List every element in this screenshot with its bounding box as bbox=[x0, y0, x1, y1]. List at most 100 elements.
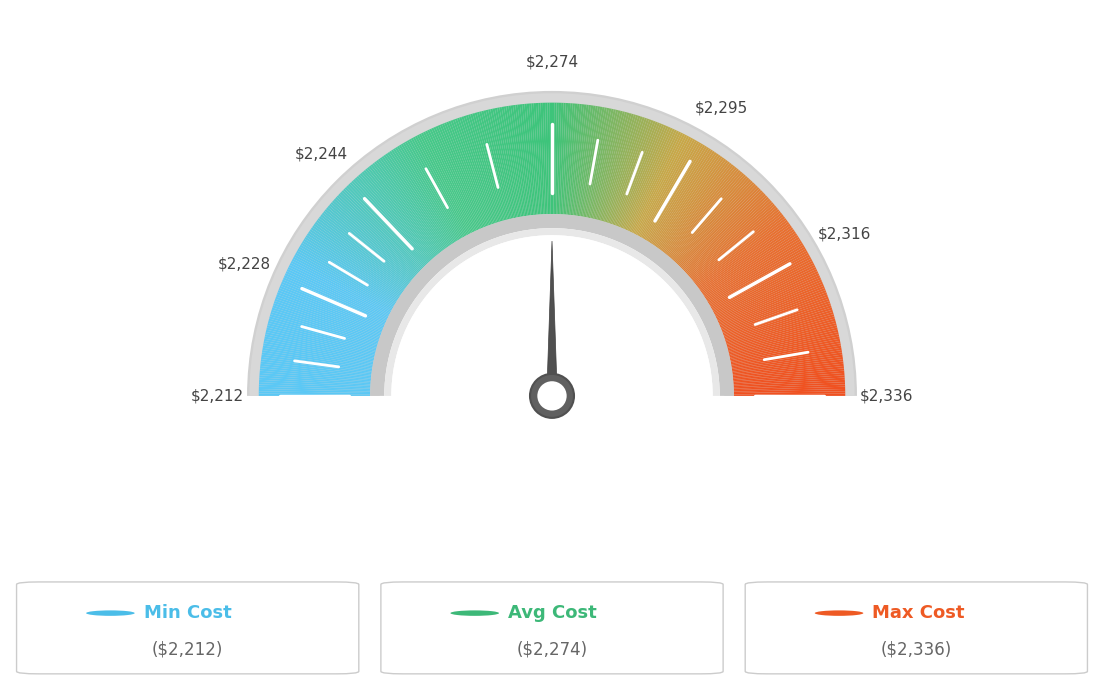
Wedge shape bbox=[682, 192, 764, 270]
Wedge shape bbox=[733, 371, 845, 382]
FancyBboxPatch shape bbox=[745, 582, 1087, 674]
Wedge shape bbox=[662, 163, 732, 253]
Wedge shape bbox=[263, 346, 373, 366]
Wedge shape bbox=[265, 334, 374, 359]
Wedge shape bbox=[671, 175, 746, 259]
Wedge shape bbox=[279, 286, 383, 329]
Wedge shape bbox=[673, 177, 750, 262]
Wedge shape bbox=[316, 220, 406, 288]
Wedge shape bbox=[686, 197, 768, 273]
Wedge shape bbox=[509, 106, 527, 216]
Wedge shape bbox=[479, 111, 508, 220]
Wedge shape bbox=[305, 237, 400, 299]
Circle shape bbox=[538, 381, 566, 411]
Wedge shape bbox=[732, 359, 843, 375]
Wedge shape bbox=[627, 128, 675, 230]
Wedge shape bbox=[385, 153, 449, 246]
Wedge shape bbox=[513, 105, 529, 216]
Wedge shape bbox=[721, 286, 825, 329]
Wedge shape bbox=[321, 213, 410, 284]
Wedge shape bbox=[643, 141, 699, 239]
Wedge shape bbox=[497, 108, 519, 217]
Wedge shape bbox=[712, 257, 811, 310]
Wedge shape bbox=[499, 107, 521, 217]
Wedge shape bbox=[358, 175, 433, 259]
Wedge shape bbox=[637, 137, 691, 236]
Wedge shape bbox=[291, 259, 391, 312]
Wedge shape bbox=[733, 366, 843, 379]
Wedge shape bbox=[645, 144, 703, 240]
Wedge shape bbox=[495, 108, 518, 217]
Wedge shape bbox=[624, 127, 670, 230]
Wedge shape bbox=[714, 263, 815, 315]
Wedge shape bbox=[307, 233, 401, 296]
Wedge shape bbox=[587, 108, 612, 218]
Wedge shape bbox=[250, 93, 854, 396]
Wedge shape bbox=[304, 239, 399, 299]
Wedge shape bbox=[437, 125, 482, 228]
Wedge shape bbox=[323, 210, 411, 282]
Wedge shape bbox=[692, 209, 779, 281]
Wedge shape bbox=[715, 269, 817, 319]
Wedge shape bbox=[608, 117, 645, 224]
Wedge shape bbox=[726, 314, 835, 346]
Wedge shape bbox=[647, 146, 708, 242]
Wedge shape bbox=[306, 235, 400, 297]
Wedge shape bbox=[713, 259, 813, 312]
Wedge shape bbox=[728, 316, 835, 348]
Wedge shape bbox=[711, 255, 810, 310]
Wedge shape bbox=[264, 337, 374, 360]
Wedge shape bbox=[701, 229, 795, 294]
Wedge shape bbox=[263, 343, 373, 364]
Wedge shape bbox=[308, 231, 402, 295]
Wedge shape bbox=[529, 104, 539, 215]
Wedge shape bbox=[264, 339, 373, 362]
Wedge shape bbox=[336, 197, 418, 273]
Wedge shape bbox=[318, 218, 407, 287]
Wedge shape bbox=[597, 112, 627, 220]
Wedge shape bbox=[258, 389, 370, 393]
Wedge shape bbox=[524, 104, 537, 215]
Text: Max Cost: Max Cost bbox=[872, 604, 965, 622]
Wedge shape bbox=[459, 117, 496, 224]
Wedge shape bbox=[376, 160, 444, 250]
Wedge shape bbox=[678, 184, 756, 266]
Wedge shape bbox=[384, 228, 720, 396]
Wedge shape bbox=[725, 310, 832, 344]
Wedge shape bbox=[661, 161, 730, 251]
Wedge shape bbox=[639, 139, 696, 237]
Wedge shape bbox=[511, 106, 528, 216]
Wedge shape bbox=[635, 135, 687, 235]
Wedge shape bbox=[676, 181, 753, 264]
Wedge shape bbox=[691, 207, 778, 280]
Wedge shape bbox=[273, 305, 379, 341]
Wedge shape bbox=[382, 156, 447, 248]
Wedge shape bbox=[729, 325, 837, 353]
Wedge shape bbox=[705, 239, 800, 299]
Wedge shape bbox=[631, 132, 683, 233]
Wedge shape bbox=[630, 132, 681, 233]
Wedge shape bbox=[730, 334, 839, 359]
Wedge shape bbox=[293, 257, 392, 310]
Wedge shape bbox=[733, 373, 845, 383]
Wedge shape bbox=[714, 265, 816, 316]
Wedge shape bbox=[361, 171, 435, 257]
Wedge shape bbox=[583, 107, 605, 217]
Wedge shape bbox=[694, 215, 784, 284]
Wedge shape bbox=[607, 117, 643, 223]
Wedge shape bbox=[721, 288, 826, 331]
Wedge shape bbox=[295, 253, 393, 308]
Wedge shape bbox=[371, 164, 440, 253]
Wedge shape bbox=[403, 142, 460, 239]
Wedge shape bbox=[649, 148, 711, 243]
Wedge shape bbox=[531, 104, 541, 215]
Wedge shape bbox=[282, 282, 384, 326]
Wedge shape bbox=[708, 245, 805, 304]
Wedge shape bbox=[658, 157, 724, 249]
Wedge shape bbox=[728, 321, 836, 351]
Wedge shape bbox=[718, 273, 819, 321]
Wedge shape bbox=[264, 341, 373, 363]
Circle shape bbox=[815, 611, 863, 616]
Wedge shape bbox=[357, 176, 432, 260]
Wedge shape bbox=[434, 127, 480, 230]
